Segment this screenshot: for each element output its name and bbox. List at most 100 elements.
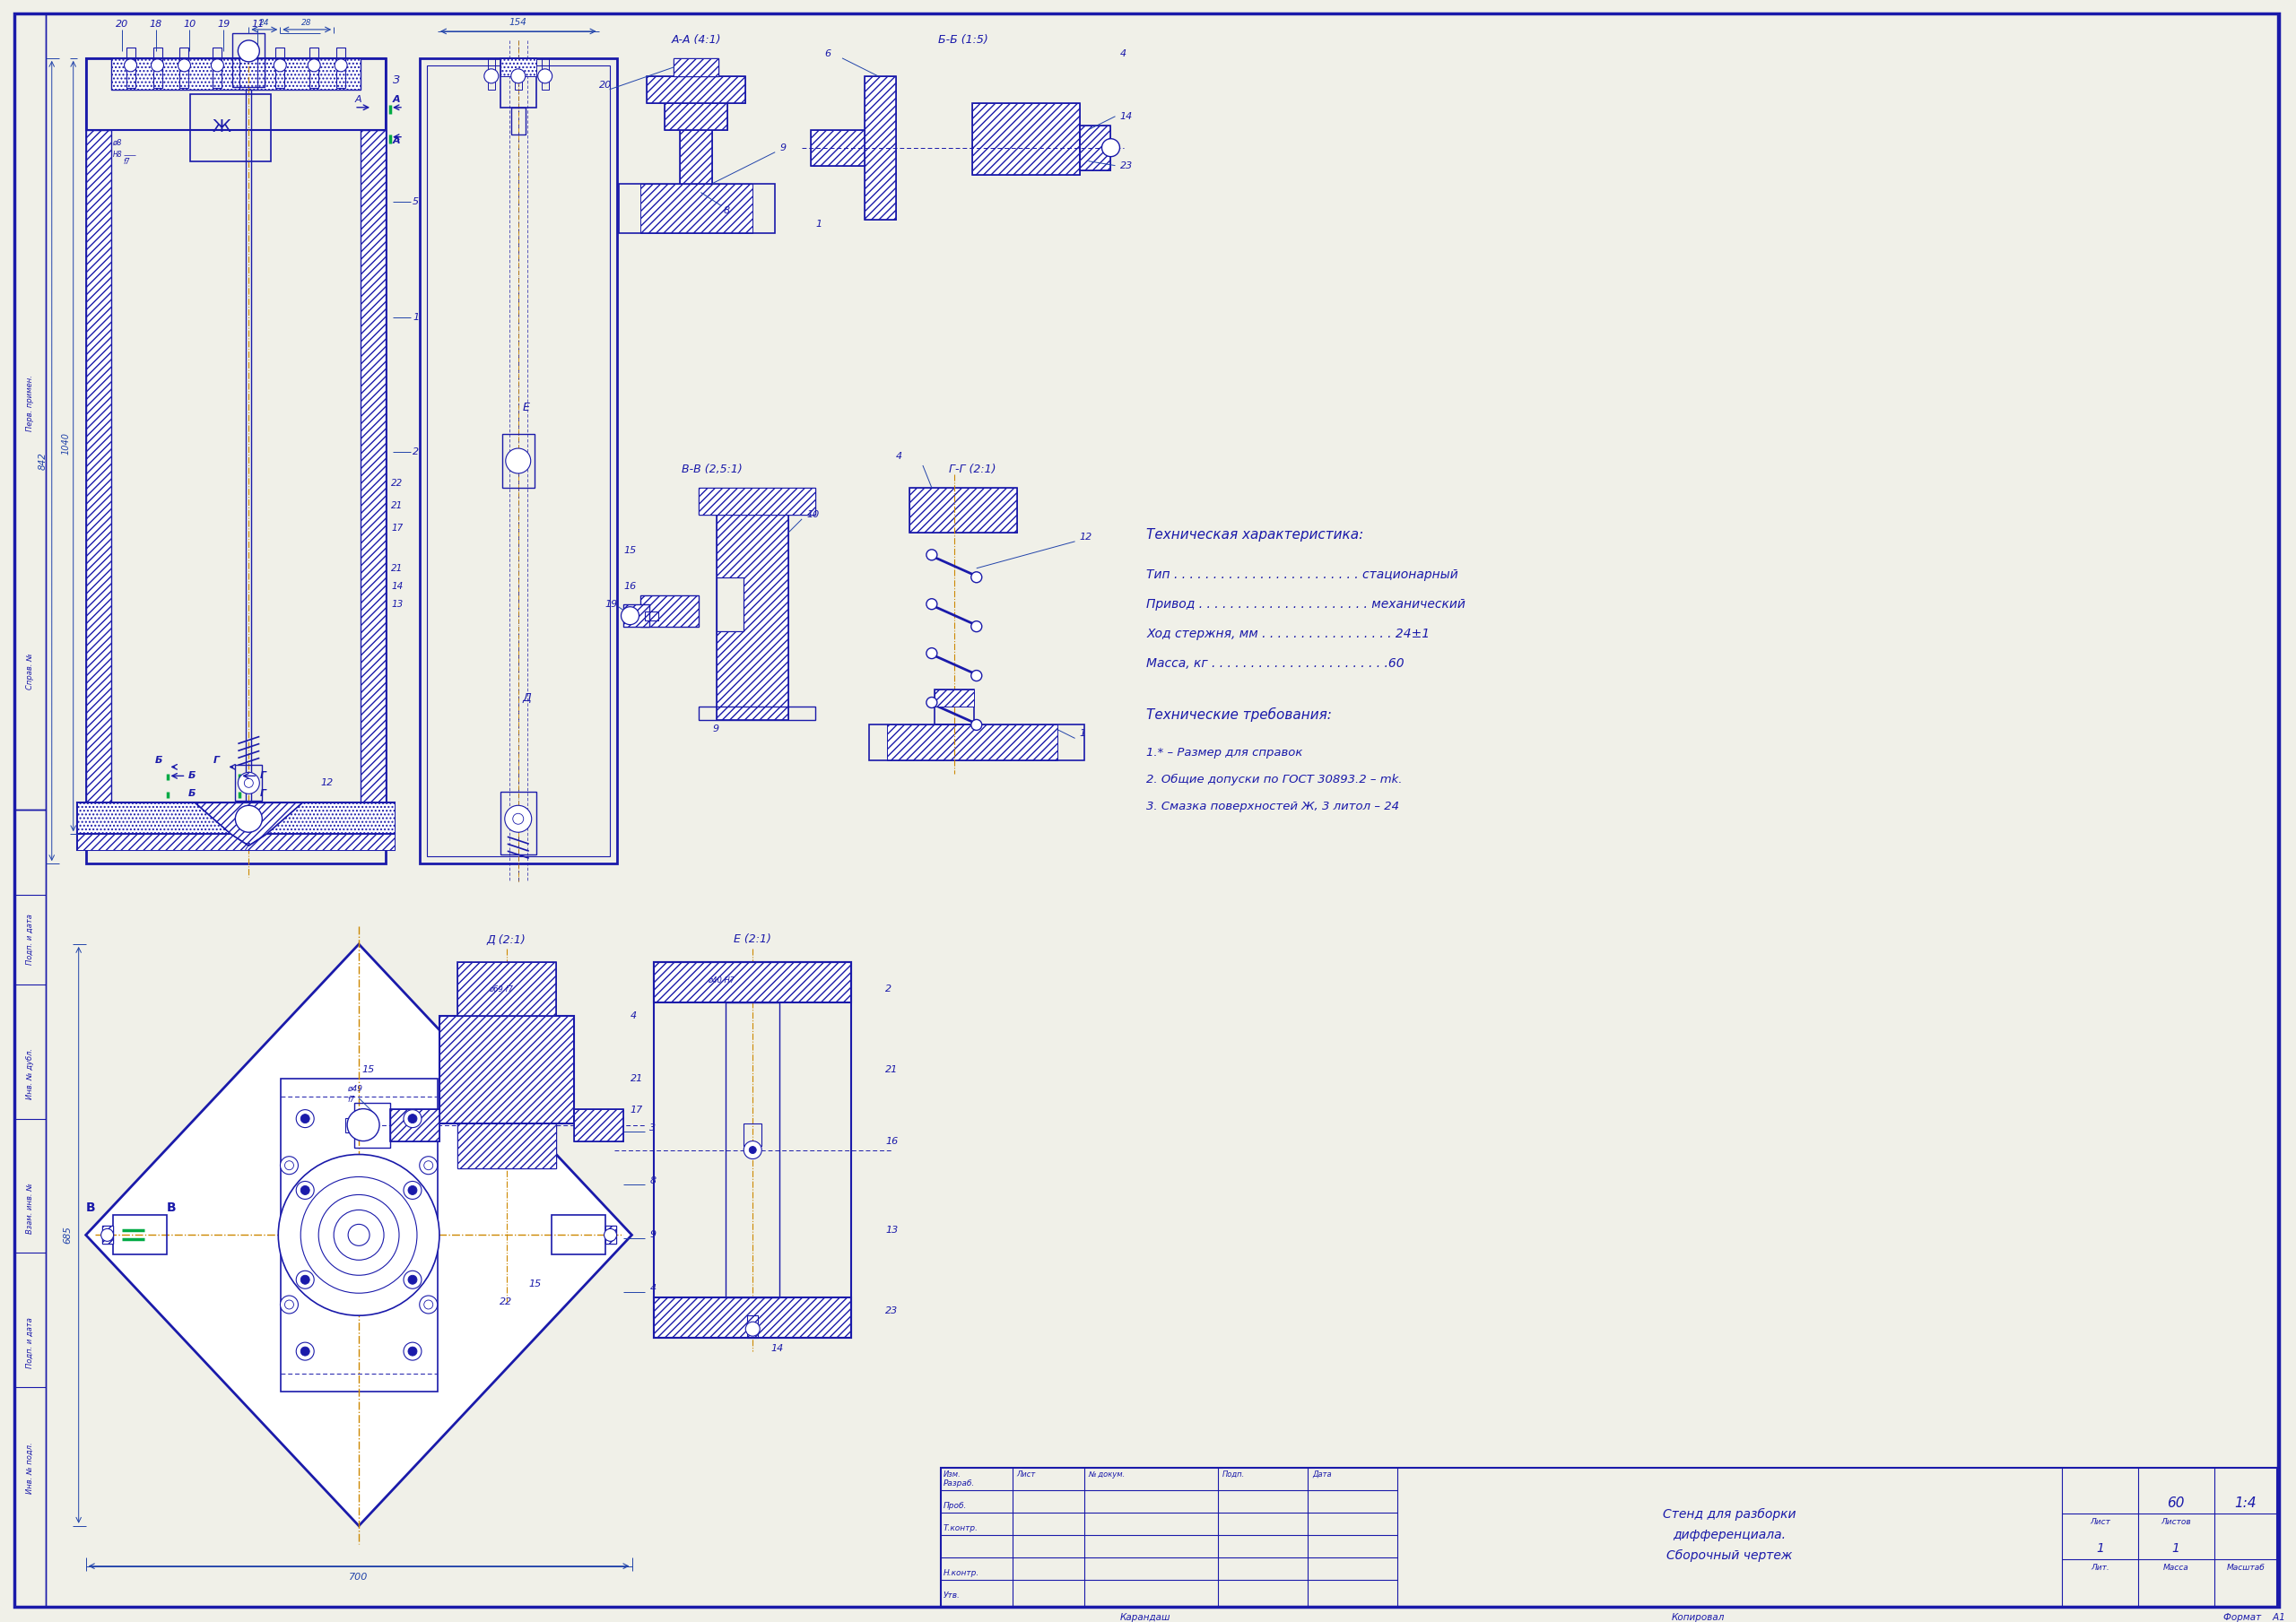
Text: А: А (393, 94, 400, 104)
Text: Лист: Лист (1017, 1470, 1035, 1478)
Bar (76, 803, 395, 834)
Bar (716, 514, 788, 720)
Bar (501, 58, 535, 76)
Bar (666, 102, 728, 130)
Bar (14, 809, 46, 1606)
Text: Б: Б (188, 790, 195, 798)
Text: 4: 4 (629, 1011, 636, 1020)
Circle shape (484, 68, 498, 83)
Bar (675, 58, 719, 76)
Circle shape (333, 1210, 383, 1260)
Text: ø49: ø49 (347, 1085, 363, 1093)
Circle shape (404, 1109, 422, 1127)
Text: 12: 12 (321, 779, 333, 788)
Bar (1079, 125, 1111, 170)
Bar (310, 47, 319, 88)
Text: Взам. инв. №: Взам. инв. № (25, 1182, 34, 1234)
Text: Карандаш: Карандаш (1120, 1612, 1171, 1622)
Text: А: А (393, 136, 400, 144)
Text: 12: 12 (1079, 532, 1093, 542)
Text: Е (2:1): Е (2:1) (735, 934, 771, 946)
Text: Лист: Лист (2089, 1518, 2110, 1526)
Circle shape (744, 1140, 762, 1158)
Circle shape (505, 448, 530, 474)
Text: Лит.: Лит. (2092, 1564, 2110, 1572)
Text: Т.контр.: Т.контр. (944, 1525, 978, 1533)
Circle shape (409, 1275, 418, 1285)
Bar (971, 102, 1079, 175)
Circle shape (925, 599, 937, 610)
Text: Утв.: Утв. (944, 1591, 960, 1599)
Circle shape (319, 1195, 400, 1275)
Text: 5: 5 (413, 196, 418, 206)
Circle shape (537, 68, 551, 83)
Text: 15: 15 (360, 1066, 374, 1074)
Bar (427, 65, 608, 856)
Text: 22: 22 (390, 478, 402, 488)
Bar (191, 94, 271, 161)
Circle shape (512, 814, 523, 824)
Text: Д: Д (523, 693, 530, 704)
Text: Изм.: Изм. (944, 1470, 962, 1478)
Text: 9: 9 (650, 1231, 657, 1239)
Text: 1.* – Размер для справок: 1.* – Размер для справок (1146, 748, 1302, 759)
Bar (654, 1298, 852, 1338)
Bar (503, 435, 535, 488)
Bar (810, 130, 866, 165)
Bar (85, 58, 386, 863)
Text: Масса: Масса (2163, 1564, 2188, 1572)
Circle shape (234, 806, 262, 832)
Text: В: В (85, 1202, 96, 1215)
Text: 3: 3 (650, 1122, 657, 1132)
Text: 60: 60 (2167, 1497, 2186, 1510)
Circle shape (404, 1343, 422, 1361)
Bar (276, 47, 285, 88)
Text: Формат    А1: Формат А1 (2223, 1612, 2285, 1622)
Bar (810, 130, 866, 165)
Text: Г: Г (259, 790, 266, 798)
Bar (232, 32, 264, 88)
Text: Ж: Ж (214, 118, 232, 136)
Text: 1:4: 1:4 (2234, 1497, 2257, 1510)
Text: Перв. примен.: Перв. примен. (25, 375, 34, 431)
Bar (574, 1109, 622, 1140)
Bar (680, 130, 712, 183)
Circle shape (971, 720, 983, 730)
Circle shape (420, 1156, 439, 1174)
Text: H8: H8 (113, 151, 122, 159)
Circle shape (243, 779, 253, 788)
Text: 15: 15 (625, 547, 636, 555)
Bar (645, 611, 659, 620)
Circle shape (296, 1270, 315, 1288)
Text: Подп. и дата: Подп. и дата (25, 1317, 34, 1367)
Text: 16: 16 (886, 1137, 898, 1145)
Text: Б-Б (1:5): Б-Б (1:5) (939, 34, 987, 45)
Text: 10: 10 (184, 19, 195, 29)
Circle shape (280, 1156, 298, 1174)
Text: 18: 18 (149, 19, 163, 29)
Text: А: А (354, 94, 360, 104)
Circle shape (285, 1161, 294, 1169)
Text: ø69 f7: ø69 f7 (489, 985, 512, 993)
Text: 2: 2 (413, 448, 418, 456)
Circle shape (925, 550, 937, 560)
Text: 842: 842 (39, 453, 48, 470)
Bar (85, 58, 386, 130)
Circle shape (239, 41, 259, 62)
Bar (866, 76, 895, 219)
Bar (501, 58, 535, 107)
Text: 6: 6 (824, 49, 831, 58)
Text: Подп.: Подп. (1224, 1470, 1244, 1478)
Circle shape (296, 1109, 315, 1127)
Text: Ход стержня, мм . . . . . . . . . . . . . . . . . 24±1: Ход стержня, мм . . . . . . . . . . . . … (1146, 628, 1430, 641)
Circle shape (425, 1301, 434, 1309)
Bar (746, 1315, 758, 1338)
Text: В: В (165, 1202, 177, 1215)
Text: Д (2:1): Д (2:1) (487, 934, 526, 946)
Text: 23: 23 (886, 1307, 898, 1315)
Bar (439, 1015, 574, 1122)
Text: 7: 7 (243, 843, 250, 852)
Bar (542, 58, 549, 89)
Bar (641, 183, 753, 232)
Circle shape (420, 1296, 439, 1314)
